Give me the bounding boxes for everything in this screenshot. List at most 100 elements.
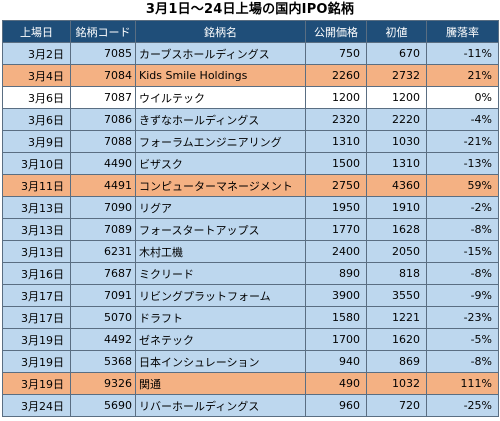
cell-offer-price: 940: [305, 350, 367, 373]
cell-change-rate: -2%: [426, 196, 499, 219]
cell-change-rate: -4%: [426, 108, 499, 131]
cell-listing-date: 3月13日: [2, 240, 71, 263]
cell-listing-date: 3月17日: [2, 284, 71, 307]
table-body: 3月2日 7085 カーブスホールディングス 750 670 -11% 3月4日 7084 Ki…: [2, 42, 499, 417]
cell-listing-date: 3月9日: [2, 130, 71, 153]
cell-stock-code: 7687: [70, 262, 136, 285]
cell-offer-price: 3900: [305, 284, 367, 307]
cell-offer-price: 2750: [305, 174, 367, 197]
cell-stock-code: 9326: [70, 372, 136, 395]
header-listing-date: 上場日: [2, 20, 71, 43]
cell-stock-name: Kids Smile Holdings: [135, 64, 306, 87]
cell-initial-price: 2732: [366, 64, 427, 87]
cell-initial-price: 3550: [366, 284, 427, 307]
cell-listing-date: 3月19日: [2, 328, 71, 351]
table-row: 3月17日 5070 ドラフト 1580 1221 -23%: [2, 306, 499, 329]
table-row: 3月19日 5368 日本インシュレーション 940 869 -8%: [2, 350, 499, 373]
cell-stock-code: 6231: [70, 240, 136, 263]
table-row: 3月11日 4491 コンピューターマネージメント 2750 4360 59%: [2, 174, 499, 197]
cell-change-rate: -8%: [426, 218, 499, 241]
cell-listing-date: 3月24日: [2, 394, 71, 417]
cell-offer-price: 1500: [305, 152, 367, 175]
cell-listing-date: 3月16日: [2, 262, 71, 285]
cell-initial-price: 1310: [366, 152, 427, 175]
cell-stock-code: 4491: [70, 174, 136, 197]
cell-stock-code: 5070: [70, 306, 136, 329]
cell-listing-date: 3月19日: [2, 350, 71, 373]
cell-initial-price: 2050: [366, 240, 427, 263]
cell-change-rate: 21%: [426, 64, 499, 87]
header-offer-price: 公開価格: [305, 20, 367, 43]
cell-change-rate: -8%: [426, 262, 499, 285]
cell-stock-name: フォースタートアップス: [135, 218, 306, 241]
cell-stock-name: コンピューターマネージメント: [135, 174, 306, 197]
cell-stock-code: 7085: [70, 42, 136, 65]
cell-offer-price: 1950: [305, 196, 367, 219]
cell-stock-name: カーブスホールディングス: [135, 42, 306, 65]
cell-offer-price: 1770: [305, 218, 367, 241]
cell-stock-name: ゼネテック: [135, 328, 306, 351]
cell-change-rate: -21%: [426, 130, 499, 153]
cell-stock-code: 5690: [70, 394, 136, 417]
cell-initial-price: 1910: [366, 196, 427, 219]
cell-stock-code: 7089: [70, 218, 136, 241]
cell-initial-price: 2220: [366, 108, 427, 131]
table-row: 3月6日 7086 きずなホールディングス 2320 2220 -4%: [2, 108, 499, 131]
table-row: 3月9日 7088 フォーラムエンジニアリング 1310 1030 -21%: [2, 130, 499, 153]
cell-stock-name: ウイルテック: [135, 86, 306, 109]
table-row: 3月24日 5690 リバーホールディングス 960 720 -25%: [2, 394, 499, 417]
cell-stock-name: 木村工機: [135, 240, 306, 263]
table-row: 3月2日 7085 カーブスホールディングス 750 670 -11%: [2, 42, 499, 65]
cell-stock-name: フォーラムエンジニアリング: [135, 130, 306, 153]
cell-offer-price: 750: [305, 42, 367, 65]
header-stock-name: 銘柄名: [135, 20, 306, 43]
header-initial-price: 初値: [366, 20, 427, 43]
cell-initial-price: 1628: [366, 218, 427, 241]
cell-stock-code: 7086: [70, 108, 136, 131]
cell-stock-name: ドラフト: [135, 306, 306, 329]
page-title: 3月1日〜24日上場の国内IPO銘柄: [145, 2, 355, 17]
cell-listing-date: 3月2日: [2, 42, 71, 65]
cell-stock-name: きずなホールディングス: [135, 108, 306, 131]
cell-stock-code: 7088: [70, 130, 136, 153]
cell-stock-name: リバーホールディングス: [135, 394, 306, 417]
table-row: 3月17日 7091 リビングプラットフォーム 3900 3550 -9%: [2, 284, 499, 307]
cell-initial-price: 1221: [366, 306, 427, 329]
cell-change-rate: -15%: [426, 240, 499, 263]
cell-listing-date: 3月10日: [2, 152, 71, 175]
cell-initial-price: 869: [366, 350, 427, 373]
cell-offer-price: 1580: [305, 306, 367, 329]
header-row: 上場日 銘柄コード 銘柄名 公開価格 初値 騰落率: [2, 20, 499, 43]
cell-initial-price: 720: [366, 394, 427, 417]
table-row: 3月13日 7090 リグア 1950 1910 -2%: [2, 196, 499, 219]
cell-change-rate: -11%: [426, 42, 499, 65]
cell-listing-date: 3月11日: [2, 174, 71, 197]
table-header: 上場日 銘柄コード 銘柄名 公開価格 初値 騰落率: [2, 20, 499, 43]
cell-change-rate: -23%: [426, 306, 499, 329]
cell-offer-price: 2260: [305, 64, 367, 87]
cell-offer-price: 2320: [305, 108, 367, 131]
cell-stock-code: 7091: [70, 284, 136, 307]
cell-offer-price: 1700: [305, 328, 367, 351]
cell-offer-price: 890: [305, 262, 367, 285]
table-row: 3月13日 6231 木村工機 2400 2050 -15%: [2, 240, 499, 263]
cell-offer-price: 2400: [305, 240, 367, 263]
cell-change-rate: 0%: [426, 86, 499, 109]
cell-listing-date: 3月13日: [2, 218, 71, 241]
table-row: 3月16日 7687 ミクリード 890 818 -8%: [2, 262, 499, 285]
cell-initial-price: 1200: [366, 86, 427, 109]
cell-initial-price: 1620: [366, 328, 427, 351]
ipo-table: 上場日 銘柄コード 銘柄名 公開価格 初値 騰落率 3月2日 7085 カーブスホー…: [2, 20, 499, 417]
cell-initial-price: 818: [366, 262, 427, 285]
cell-offer-price: 1200: [305, 86, 367, 109]
cell-change-rate: -9%: [426, 284, 499, 307]
cell-change-rate: -5%: [426, 328, 499, 351]
cell-listing-date: 3月6日: [2, 86, 71, 109]
cell-offer-price: 1310: [305, 130, 367, 153]
header-stock-code: 銘柄コード: [70, 20, 136, 43]
cell-stock-code: 4490: [70, 152, 136, 175]
cell-stock-name: 日本インシュレーション: [135, 350, 306, 373]
cell-listing-date: 3月13日: [2, 196, 71, 219]
cell-listing-date: 3月19日: [2, 372, 71, 395]
cell-change-rate: 111%: [426, 372, 499, 395]
